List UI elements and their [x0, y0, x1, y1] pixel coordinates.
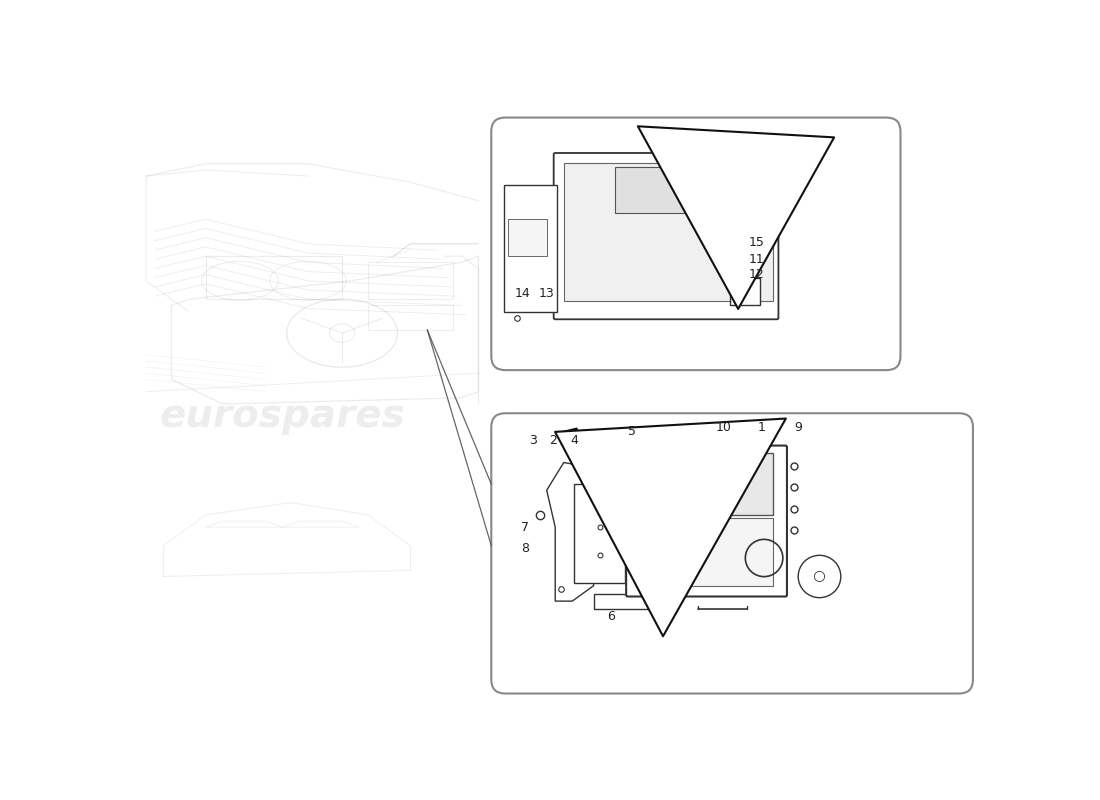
Text: 10: 10 [716, 421, 732, 434]
Bar [563, 162, 772, 301]
Bar [615, 167, 726, 213]
Text: 9: 9 [794, 421, 802, 434]
Bar [574, 484, 625, 582]
Polygon shape [557, 429, 613, 462]
Text: 14: 14 [515, 286, 530, 300]
Text: 11: 11 [748, 253, 764, 266]
Text: 6: 6 [607, 610, 615, 623]
Text: 8: 8 [521, 542, 529, 555]
Bar [640, 518, 772, 586]
Bar [640, 454, 772, 515]
Text: eurospares: eurospares [638, 525, 830, 554]
Text: 4: 4 [570, 434, 578, 447]
Text: 15: 15 [748, 236, 764, 249]
Text: 5: 5 [628, 426, 636, 438]
Text: 12: 12 [748, 268, 764, 281]
FancyBboxPatch shape [492, 118, 901, 370]
Bar [508, 219, 547, 256]
Text: eurospares: eurospares [160, 398, 405, 435]
FancyBboxPatch shape [626, 446, 786, 597]
Text: 13: 13 [539, 286, 554, 300]
Text: 1: 1 [758, 421, 766, 434]
Polygon shape [504, 186, 557, 312]
Text: 3: 3 [529, 434, 537, 447]
Polygon shape [594, 594, 658, 609]
FancyBboxPatch shape [553, 153, 779, 319]
Text: 7: 7 [521, 521, 529, 534]
Polygon shape [547, 462, 594, 601]
Text: 2: 2 [549, 434, 557, 447]
Text: eurospares: eurospares [621, 247, 779, 271]
Polygon shape [730, 278, 760, 306]
FancyBboxPatch shape [492, 414, 974, 694]
